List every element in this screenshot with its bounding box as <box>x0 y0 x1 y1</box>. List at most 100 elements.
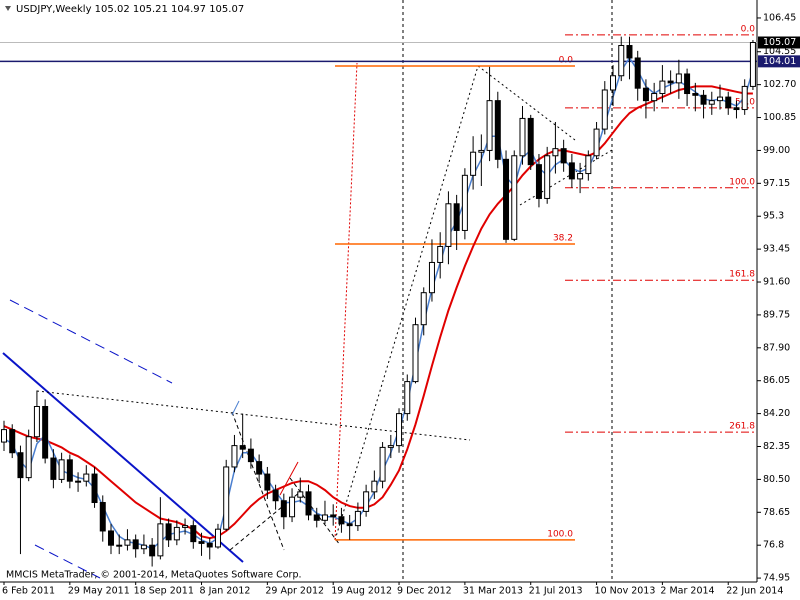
candle-body <box>684 73 691 95</box>
candle-body <box>173 526 180 541</box>
candle-body <box>107 530 114 546</box>
candle-body <box>675 73 682 84</box>
x-tick-label: 29 May 2011 <box>68 586 130 597</box>
candle-body <box>717 96 724 102</box>
candle-body <box>149 544 156 557</box>
candle-body <box>99 502 106 532</box>
candle-body <box>50 457 57 480</box>
candle-body <box>667 80 674 84</box>
candle-body <box>626 45 633 59</box>
x-tick-label: 29 Apr 2012 <box>265 586 324 597</box>
candle-body <box>1 429 7 443</box>
candle-body <box>239 445 246 450</box>
y-tick-label: 78.65 <box>763 507 790 518</box>
y-tick-label: 104.55 <box>763 46 796 57</box>
candle-body <box>157 523 164 557</box>
fib-label: 38.2 <box>553 233 573 243</box>
candle-body <box>354 510 361 527</box>
candle-body <box>247 448 254 463</box>
candle-body <box>733 107 740 111</box>
candle-body <box>58 459 65 480</box>
candle-body <box>519 117 526 157</box>
candle-body <box>321 514 328 521</box>
candle-body <box>338 516 345 525</box>
y-tick-label: 74.95 <box>763 573 790 584</box>
chart-title: USDJPY,Weekly 105.02 105.21 104.97 105.0… <box>16 4 244 15</box>
candle-body <box>190 525 197 543</box>
candle-body <box>725 96 732 109</box>
candle-body <box>642 87 649 102</box>
fib-label: 100.0 <box>729 177 755 187</box>
candle-body <box>470 151 477 176</box>
candle-body <box>330 514 337 518</box>
x-tick-label: 22 Jun 2014 <box>726 586 783 597</box>
y-tick-label: 86.05 <box>763 375 790 386</box>
candle-body <box>66 459 73 482</box>
candle-body <box>618 45 625 77</box>
current-price-label: 105.07 <box>763 37 796 48</box>
candle-body <box>214 528 221 548</box>
candle-body <box>651 93 658 102</box>
x-tick-label: 31 Mar 2013 <box>463 586 523 597</box>
candle-body <box>206 542 213 548</box>
candle-body <box>577 173 584 180</box>
x-tick-label: 2 Mar 2014 <box>660 586 714 597</box>
candle-body <box>289 496 296 518</box>
candle-body <box>33 405 40 438</box>
candle-body <box>404 381 411 415</box>
candle-body <box>659 80 666 95</box>
y-tick-label: 89.75 <box>763 309 790 320</box>
y-tick-label: 84.20 <box>763 408 790 419</box>
candle-body <box>478 149 485 153</box>
candle-body <box>601 89 608 130</box>
candle-body <box>165 523 172 541</box>
x-tick-label: 19 Aug 2012 <box>331 586 392 597</box>
channel-line <box>34 544 101 579</box>
candle-body <box>437 245 444 263</box>
candle-body <box>83 473 90 482</box>
y-tick-label: 87.90 <box>763 342 790 353</box>
fib-trend-line <box>334 62 358 541</box>
candle-body <box>593 128 600 157</box>
x-tick-label: 6 Feb 2011 <box>2 586 55 597</box>
candle-body <box>17 452 24 479</box>
candle-body <box>140 544 147 550</box>
candle-body <box>313 514 320 521</box>
candle-body <box>552 148 559 157</box>
candle-body <box>503 158 510 240</box>
candle-body <box>560 148 567 164</box>
candle-body <box>198 541 205 544</box>
candle-body <box>486 100 493 151</box>
fib-label: 100.0 <box>547 529 573 539</box>
candle-body <box>749 41 756 87</box>
candle-body <box>634 57 641 89</box>
candle-body <box>692 93 699 96</box>
copyright: MMCIS MetaTrader, © 2001-2014, MetaQuote… <box>6 570 302 581</box>
candle-body <box>700 94 707 105</box>
candle-body <box>585 155 592 175</box>
candle-body <box>371 480 378 493</box>
candle-body <box>25 436 32 479</box>
candle-body <box>346 523 353 527</box>
x-tick-label: 21 Jul 2013 <box>529 586 583 597</box>
drawings <box>2 0 613 582</box>
fib-label: 161.8 <box>729 270 755 280</box>
x-tick-label: 10 Nov 2013 <box>595 586 656 597</box>
symbol-icon <box>5 6 11 11</box>
candle-body <box>610 75 617 91</box>
candle-body <box>264 473 271 491</box>
y-tick-label: 91.60 <box>763 277 790 288</box>
trend-line <box>2 352 244 563</box>
y-tick-label: 82.35 <box>763 441 790 452</box>
fib-label: 0.0 <box>741 24 756 34</box>
y-tick-label: 97.15 <box>763 178 790 189</box>
zigzag-line <box>477 65 576 141</box>
y-tick-label: 76.8 <box>763 540 784 551</box>
candle-body <box>494 100 501 160</box>
candle-body <box>544 155 551 199</box>
candle-body <box>396 413 403 447</box>
y-tick-label: 93.45 <box>763 244 790 255</box>
zigzag-line <box>229 491 301 551</box>
candle-body <box>272 489 279 502</box>
